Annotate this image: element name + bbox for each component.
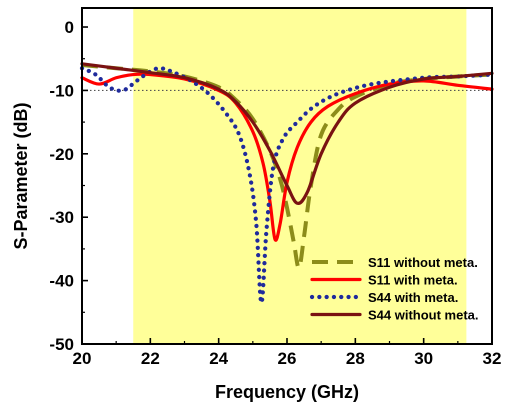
series-line-s11-with-meta — [80, 72, 494, 242]
y-tick-label: -20 — [49, 145, 74, 164]
legend-label-s44-without-meta: S44 without meta. — [368, 308, 479, 323]
x-tick-label: 26 — [278, 349, 297, 368]
legend-label-s11-with-meta: S11 with meta. — [368, 273, 458, 288]
series-layer — [79, 62, 495, 305]
x-tick-label: 28 — [346, 349, 365, 368]
y-tick-label: 0 — [65, 18, 74, 37]
series-line-s44-with-meta — [79, 66, 495, 305]
x-tick-label: 32 — [483, 349, 502, 368]
highlight-band — [133, 8, 467, 344]
ticks-layer: 20 22 24 26 28 30 32 0 -10 -20 -30 -40 -50 — [49, 18, 501, 368]
x-axis-label: Frequency (GHz) — [215, 382, 359, 402]
x-tick-label: 30 — [414, 349, 433, 368]
y-tick-label: -30 — [49, 208, 74, 227]
series-line-s44-without-meta — [80, 62, 494, 206]
y-axis-label: S-Parameter (dB) — [11, 102, 31, 249]
legend-label-s44-with-meta: S44 with meta. — [368, 290, 458, 305]
y-tick-label: -10 — [49, 81, 74, 100]
y-tick-label: -50 — [49, 335, 74, 354]
y-tick-label: -40 — [49, 272, 74, 291]
x-tick-label: 20 — [73, 349, 92, 368]
legend-label-s11-without-meta: S11 without meta. — [368, 255, 478, 270]
x-tick-label: 24 — [209, 349, 228, 368]
legend: S11 without meta. S11 with meta. S44 with … — [309, 255, 479, 323]
x-tick-label: 22 — [141, 349, 160, 368]
